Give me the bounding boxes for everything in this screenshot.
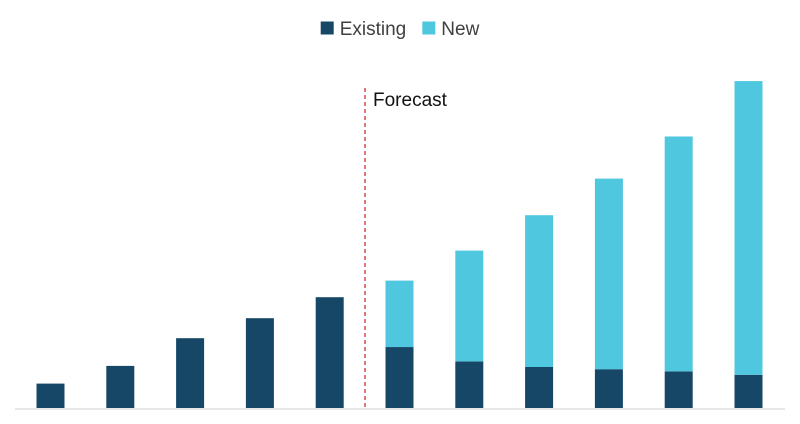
- bar-new-5: [385, 280, 414, 348]
- bar-existing-10: [734, 374, 763, 408]
- bar-new-7: [525, 215, 554, 367]
- bar-existing-3: [245, 318, 274, 408]
- bar-new-10: [734, 81, 763, 375]
- bar-existing-2: [176, 338, 205, 408]
- bar-group: [36, 81, 763, 408]
- forecast-label: Forecast: [373, 90, 448, 111]
- bar-existing-7: [525, 367, 554, 408]
- bar-existing-1: [106, 365, 135, 408]
- bar-new-9: [664, 136, 693, 372]
- bar-existing-4: [315, 297, 344, 408]
- bar-existing-0: [36, 383, 65, 408]
- bar-existing-8: [594, 369, 623, 408]
- bar-existing-9: [664, 371, 693, 408]
- legend: Existing New: [320, 19, 480, 40]
- legend-swatch-new: [422, 21, 436, 35]
- bar-existing-6: [455, 361, 484, 408]
- bar-existing-5: [385, 347, 414, 408]
- bar-new-6: [455, 250, 484, 362]
- legend-label-new: New: [441, 19, 479, 40]
- annotation-group: Forecast: [364, 88, 448, 409]
- legend-label-existing: Existing: [340, 19, 407, 40]
- bar-new-8: [594, 178, 623, 370]
- legend-swatch-existing: [320, 21, 334, 35]
